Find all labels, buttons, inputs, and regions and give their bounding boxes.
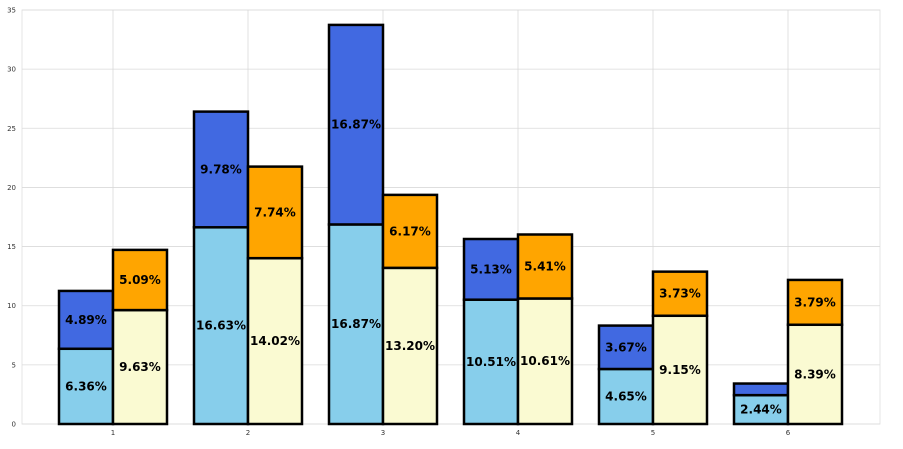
data-label-right-top-6: 3.79%	[794, 295, 836, 309]
x-tick-label-3: 3	[381, 429, 385, 437]
data-label-left-top-2: 9.78%	[200, 162, 242, 176]
x-tick-label-6: 6	[786, 429, 791, 437]
y-tick-label-0: 0	[12, 421, 16, 429]
data-label-right-top-2: 7.74%	[254, 205, 296, 219]
bar-left-top-6	[732, 382, 790, 397]
data-label-left-top-3: 16.87%	[331, 118, 381, 132]
data-label-left-bottom-5: 4.65%	[605, 389, 647, 403]
bar-left-top-5	[597, 324, 655, 371]
bar-right-top-3	[381, 193, 439, 270]
bar-left-bottom-1	[57, 347, 115, 426]
data-label-left-bottom-2: 16.63%	[196, 319, 246, 333]
bar-right-top-1	[111, 248, 169, 312]
data-label-right-bottom-1: 9.63%	[119, 360, 161, 374]
x-tick-label-4: 4	[516, 429, 521, 437]
bar-left-bottom-6	[732, 393, 790, 426]
bar-left-top-2	[192, 110, 250, 229]
bar-right-bottom-4	[516, 297, 574, 426]
x-tick-label-2: 2	[246, 429, 250, 437]
data-label-left-top-5: 3.67%	[605, 340, 647, 354]
data-label-right-top-5: 3.73%	[659, 287, 701, 301]
bar-left-top-3	[327, 23, 385, 226]
data-label-right-bottom-6: 8.39%	[794, 367, 836, 381]
data-label-right-bottom-5: 9.15%	[659, 363, 701, 377]
segment-labels-layer: 6.36% 4.89% 9.63% 5.09% 16.63% 9.78% 14.02% 7.7…	[65, 118, 836, 417]
y-tick-label-25: 25	[7, 125, 16, 133]
data-label-left-top-4: 5.13%	[470, 262, 512, 276]
data-label-right-top-4: 5.41%	[524, 260, 566, 274]
x-tick-label-1: 1	[111, 429, 115, 437]
bar-right-bottom-1	[111, 308, 169, 426]
bar-right-bottom-3	[381, 266, 439, 426]
y-tick-label-35: 35	[7, 7, 16, 15]
y-tick-label-5: 5	[12, 361, 16, 369]
x-tick-label-5: 5	[651, 429, 655, 437]
y-tick-label-10: 10	[7, 302, 16, 310]
axis-ticks-layer: 0 5 10 15 20 25 30 35 1 2 3 4 5 6	[7, 7, 791, 438]
bar-left-top-4	[462, 237, 520, 301]
data-label-left-bottom-1: 6.36%	[65, 379, 107, 393]
data-label-right-bottom-4: 10.61%	[520, 354, 570, 368]
data-label-left-bottom-3: 16.87%	[331, 317, 381, 331]
bar-right-top-5	[651, 270, 709, 318]
bar-right-top-4	[516, 233, 574, 300]
data-label-right-top-1: 5.09%	[119, 273, 161, 287]
bar-right-bottom-6	[786, 323, 844, 426]
data-label-left-bottom-6: 2.44%	[740, 403, 782, 417]
data-label-right-bottom-3: 13.20%	[385, 339, 435, 353]
bar-right-top-2	[246, 165, 304, 260]
data-label-left-top-1: 4.89%	[65, 313, 107, 327]
data-label-left-bottom-4: 10.51%	[466, 355, 516, 369]
data-label-right-top-3: 6.17%	[389, 224, 431, 238]
y-tick-label-15: 15	[7, 243, 16, 251]
bar-right-top-6	[786, 278, 844, 327]
y-tick-label-30: 30	[7, 66, 16, 74]
bar-right-bottom-5	[651, 314, 709, 426]
y-tick-label-20: 20	[7, 184, 16, 192]
data-label-right-bottom-2: 14.02%	[250, 334, 300, 348]
bars-layer	[57, 23, 844, 426]
